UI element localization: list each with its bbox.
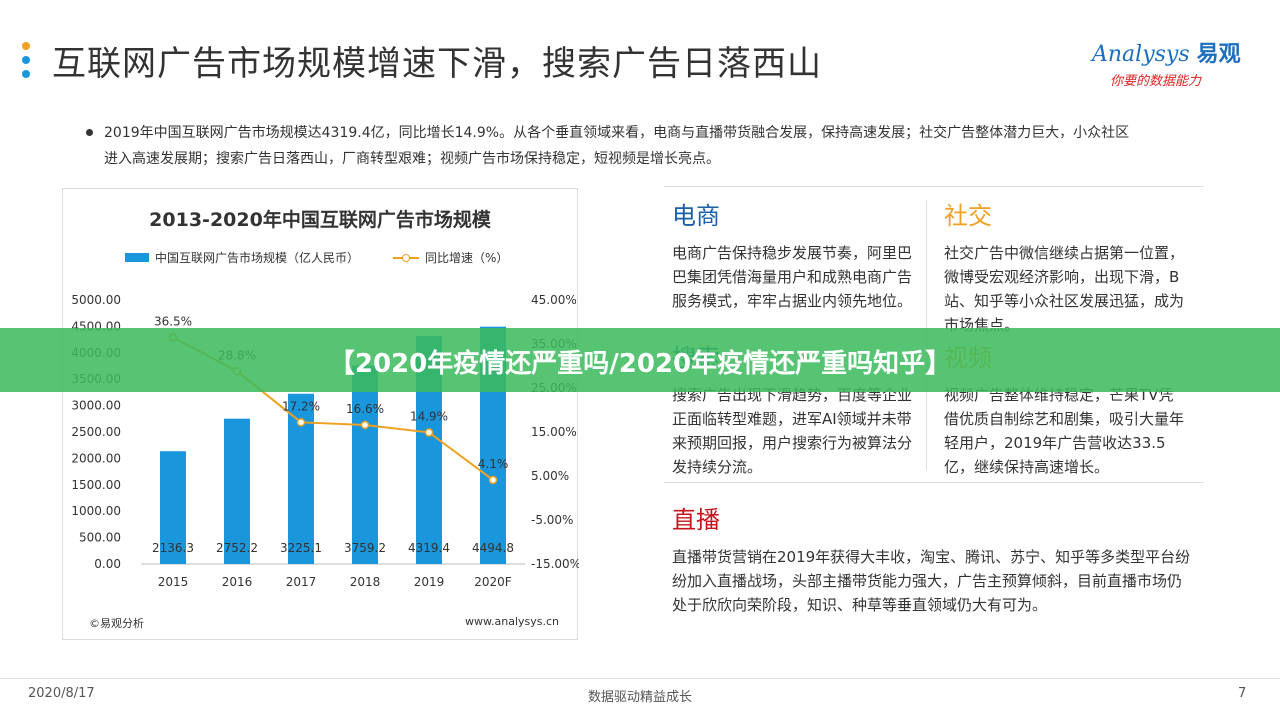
bar <box>160 451 186 564</box>
sector-video: 视频 视频广告整体维持稳定，芒果TV凭借优质自制综艺和剧集，吸引大量年轻用户，2… <box>944 338 1184 479</box>
y-right-tick-label: 15.00% <box>531 425 577 439</box>
legend-bar-swatch <box>125 253 149 262</box>
sector-text: 直播带货营销在2019年获得大丰收，淘宝、腾讯、苏宁、知乎等多类型平台纷纷加入直… <box>672 548 1191 614</box>
chart-source: ©易观分析 <box>89 617 144 630</box>
title-dots <box>22 42 32 84</box>
legend-item-line: 同比增速（%） <box>393 249 508 266</box>
sector-title: 社交 <box>944 202 992 230</box>
sector-title: 电商 <box>672 202 720 230</box>
growth-value-label: 14.9% <box>410 409 448 423</box>
y-left-tick-label: 2500.00 <box>71 425 121 439</box>
growth-point <box>360 420 370 430</box>
bar <box>352 365 378 564</box>
bullet-icon <box>86 129 93 136</box>
growth-value-label: 36.5% <box>154 314 192 328</box>
footer-divider <box>0 678 1280 679</box>
chart-url: www.analysys.cn <box>465 615 559 628</box>
y-left-tick-label: 5000.00 <box>71 293 121 307</box>
chart-panel: 5000.004500.004000.003500.003000.002500.… <box>62 188 579 640</box>
sector-text: 搜索广告出现下滑趋势，百度等企业正面临转型难题，进军AI领域并未带来预期回报，用… <box>672 386 913 476</box>
summary-text: 2019年中国互联网广告市场规模达4319.4亿，同比增长14.9%。从各个垂直… <box>104 125 1130 167</box>
y-left-tick-label: 3000.00 <box>71 399 121 413</box>
legend-line-swatch <box>393 253 420 262</box>
y-right-tick-label: 45.00% <box>531 293 577 307</box>
banner-text: 【2020年疫情还严重吗/2020年疫情还严重吗知乎】 <box>328 349 952 379</box>
y-left-tick-label: 1000.00 <box>71 504 121 518</box>
logo-brand: Analysys 易观 <box>1092 36 1262 68</box>
sector-text: 电商广告保持稳步发展节奏，阿里巴巴集团凭借海量用户和成熟电商广告服务模式，牢牢占… <box>672 244 913 310</box>
y-right-tick-label: -5.00% <box>531 513 573 527</box>
sector-social: 社交 社交广告中微信继续占据第一位置，微博受宏观经济影响，出现下滑，B站、知乎等… <box>944 196 1184 337</box>
legend-item-bar: 中国互联网广告市场规模（亿人民币） <box>125 249 359 266</box>
bar-value-label: 2136.3 <box>152 541 194 555</box>
analysys-logo: Analysys 易观 你要的数据能力 <box>1092 36 1262 89</box>
sector-text: 社交广告中微信继续占据第一位置，微博受宏观经济影响，出现下滑，B站、知乎等小众社… <box>944 244 1185 334</box>
x-tick-label: 2018 <box>350 575 381 589</box>
logo-brand-cn: 易观 <box>1196 41 1241 67</box>
x-tick-label: 2015 <box>158 575 189 589</box>
y-left-tick-label: 500.00 <box>79 531 121 545</box>
growth-point <box>296 418 306 427</box>
legend-bar-label: 中国互联网广告市场规模（亿人民币） <box>155 251 360 265</box>
title-dot <box>22 70 30 78</box>
bar-value-label: 4319.4 <box>408 541 450 555</box>
x-tick-label: 2016 <box>222 575 253 589</box>
overlay-banner: 【2020年疫情还严重吗/2020年疫情还严重吗知乎】 <box>0 328 1280 392</box>
sector-live: 直播 直播带货营销在2019年获得大丰收，淘宝、腾讯、苏宁、知乎等多类型平台纷纷… <box>672 500 1192 617</box>
bar-value-label: 4494.8 <box>472 541 514 555</box>
summary-paragraph: 2019年中国互联网广告市场规模达4319.4亿，同比增长14.9%。从各个垂直… <box>86 120 1134 172</box>
page-number: 7 <box>1238 686 1247 701</box>
grid-divider <box>664 482 1204 483</box>
y-right-tick-label: -15.00% <box>531 557 579 571</box>
logo-slogan: 你要的数据能力 <box>1110 74 1202 89</box>
bar <box>224 418 250 564</box>
growth-value-label: 17.2% <box>282 399 320 413</box>
y-left-tick-label: 1500.00 <box>71 478 121 492</box>
growth-value-label: 4.1% <box>478 457 509 471</box>
x-tick-label: 2019 <box>414 575 445 589</box>
legend-line-label: 同比增速（%） <box>425 251 509 265</box>
grid-divider <box>664 186 1204 187</box>
bar-value-label: 2752.2 <box>216 541 258 555</box>
logo-brand-en: Analysys <box>1092 42 1190 67</box>
x-tick-label: 2020F <box>474 575 512 589</box>
y-left-tick-label: 2000.00 <box>71 451 121 465</box>
title-dot <box>22 56 30 64</box>
footer-tagline: 数据驱动精益成长 <box>587 690 692 705</box>
x-tick-label: 2017 <box>286 575 317 589</box>
page-title: 互联网广告市场规模增速下滑，搜索广告日落西山 <box>52 44 822 84</box>
sector-title: 直播 <box>672 506 720 534</box>
chart-title: 2013-2020年中国互联网广告市场规模 <box>149 209 491 231</box>
sector-ecommerce: 电商 电商广告保持稳步发展节奏，阿里巴巴集团凭借海量用户和成熟电商广告服务模式，… <box>672 196 912 313</box>
y-right-tick-label: 5.00% <box>531 469 569 483</box>
sector-text: 视频广告整体维持稳定，芒果TV凭借优质自制综艺和剧集，吸引大量年轻用户，2019… <box>944 386 1185 476</box>
bar-value-label: 3759.2 <box>344 541 386 555</box>
growth-point <box>424 428 434 437</box>
title-dot <box>22 42 30 50</box>
growth-point <box>488 475 498 485</box>
y-left-tick-label: 0.00 <box>94 557 121 571</box>
chart-legend: 中国互联网广告市场规模（亿人民币） 同比增速（%） <box>125 249 508 266</box>
bar-value-label: 3225.1 <box>280 541 322 555</box>
footer-date: 2020/8/17 <box>28 686 95 701</box>
growth-value-label: 16.6% <box>346 402 384 416</box>
